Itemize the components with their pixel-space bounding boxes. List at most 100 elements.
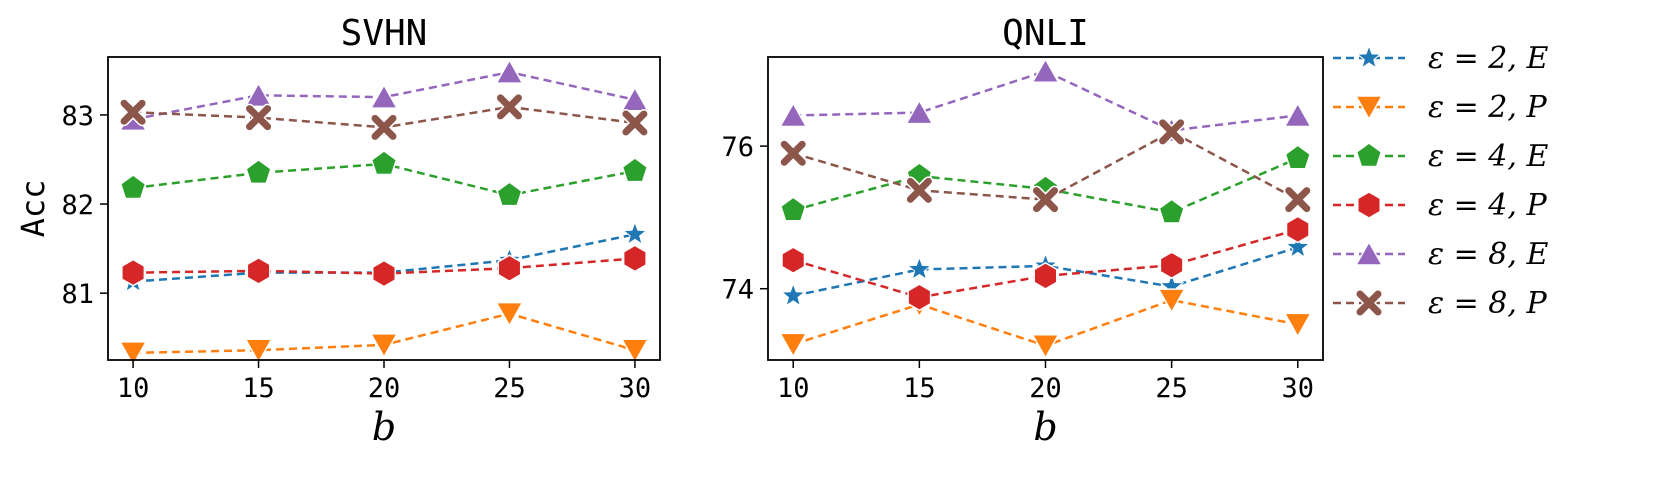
series-qnli-4	[778, 57, 1313, 143]
chart-title-qnli: QNLI	[1002, 13, 1089, 54]
series-svhn-1	[118, 301, 650, 367]
point-qnli-4-2	[1031, 57, 1060, 84]
y-axis-label-svhn: Acc	[14, 180, 52, 238]
series-svhn-5	[119, 92, 649, 142]
chart-title-svhn: SVHN	[341, 13, 428, 54]
point-svhn-5-0	[119, 98, 148, 127]
point-svhn-2-1	[245, 158, 272, 185]
point-qnli-0-1	[906, 256, 933, 281]
point-qnli-3-4	[1285, 215, 1310, 244]
legend-label-3: ε = 4, P	[1428, 188, 1547, 223]
point-qnli-5-1	[905, 176, 934, 205]
y-tick-label-qnli-0: 74	[721, 275, 754, 306]
point-qnli-4-4	[1283, 101, 1313, 128]
series-qnli-1	[778, 288, 1313, 360]
point-qnli-2-4	[1284, 144, 1312, 170]
y-tick-label-svhn-0: 81	[61, 279, 94, 310]
chart-qnli: QNLI 10 15 20 25 30 74 76 b	[721, 13, 1324, 449]
series-line-qnli-4	[793, 69, 1298, 132]
point-svhn-2-4	[621, 157, 649, 183]
x-axis-label-svhn: b	[372, 405, 396, 449]
point-svhn-1-0	[118, 341, 148, 367]
legend-marker-5	[1355, 289, 1383, 317]
point-qnli-5-3	[1157, 117, 1186, 146]
series-qnli-5	[779, 117, 1312, 214]
legend: ε = 2, E ε = 2, P ε = 4, E ε = 4, P ε = 8, E…	[1333, 41, 1548, 321]
point-qnli-1-2	[1031, 333, 1060, 360]
point-svhn-4-3	[495, 58, 524, 84]
y-tick-label-svhn-2: 83	[61, 101, 94, 132]
point-qnli-5-0	[779, 139, 808, 168]
series-svhn-3	[121, 244, 647, 288]
axes-frame-qnli	[767, 56, 1324, 361]
legend-marker-3	[1356, 191, 1382, 219]
point-svhn-5-3	[495, 92, 524, 121]
series-svhn-2	[119, 150, 649, 207]
point-qnli-5-4	[1283, 185, 1312, 214]
legend-entry-2: ε = 4, E	[1333, 139, 1548, 174]
series-svhn-4	[118, 58, 650, 132]
point-svhn-3-0	[121, 258, 146, 287]
y-tick-label-svhn-1: 82	[61, 190, 94, 221]
point-svhn-1-4	[620, 338, 650, 364]
point-svhn-3-3	[497, 254, 522, 283]
point-svhn-4-2	[369, 83, 399, 109]
point-svhn-2-0	[119, 174, 147, 200]
point-qnli-3-0	[781, 246, 806, 275]
legend-entry-3: ε = 4, P	[1333, 188, 1547, 223]
legend-entry-5: ε = 8, P	[1333, 286, 1547, 321]
legend-marker-0	[1356, 44, 1382, 69]
x-tick-label-svhn-4: 30	[619, 373, 652, 404]
point-svhn-1-1	[244, 338, 273, 364]
legend-entry-1: ε = 2, P	[1333, 90, 1547, 125]
point-svhn-2-3	[496, 181, 523, 207]
x-tick-label-qnli-0: 10	[777, 373, 810, 404]
legend-marker-4	[1354, 240, 1384, 266]
point-svhn-2-2	[370, 150, 398, 176]
point-svhn-1-3	[495, 301, 524, 328]
point-qnli-1-0	[778, 332, 808, 358]
x-tick-label-qnli-1: 15	[903, 373, 936, 404]
x-tick-label-svhn-1: 15	[242, 373, 275, 404]
series-qnli-2	[779, 144, 1312, 224]
x-tick-label-svhn-2: 20	[368, 373, 401, 404]
point-svhn-3-4	[622, 244, 647, 273]
legend-marker-2	[1355, 142, 1383, 168]
series-line-qnli-5	[792, 130, 1299, 201]
series-qnli-3	[781, 215, 1310, 312]
point-qnli-4-0	[778, 101, 808, 128]
series-line-qnli-2	[792, 157, 1299, 214]
point-svhn-3-2	[371, 259, 397, 288]
x-tick-label-svhn-0: 10	[117, 373, 150, 404]
point-qnli-0-0	[780, 282, 807, 307]
x-tick-label-qnli-2: 20	[1029, 373, 1062, 404]
point-svhn-0-4	[622, 220, 648, 246]
series-line-qnli-3	[792, 228, 1299, 299]
legend-marker-1	[1354, 95, 1384, 121]
point-svhn-1-2	[369, 333, 399, 359]
point-svhn-5-4	[620, 108, 649, 137]
point-qnli-4-1	[905, 99, 934, 125]
point-qnli-2-0	[779, 196, 807, 222]
chart-svhn: SVHN 10 15 20 25 30 81 82 83 b Acc	[14, 13, 661, 449]
point-qnli-3-2	[1033, 262, 1058, 290]
x-axis-label-qnli: b	[1033, 405, 1057, 449]
x-tick-label-svhn-3: 25	[493, 373, 526, 404]
legend-label-4: ε = 8, E	[1428, 237, 1548, 272]
x-tick-label-qnli-3: 25	[1155, 373, 1188, 404]
series-line-qnli-0	[792, 246, 1299, 298]
point-svhn-4-1	[244, 81, 273, 108]
point-qnli-0-4	[1284, 233, 1311, 259]
x-tick-label-qnli-4: 30	[1282, 373, 1315, 404]
legend-label-0: ε = 2, E	[1428, 41, 1548, 76]
point-svhn-4-4	[620, 86, 650, 112]
point-svhn-5-1	[244, 103, 273, 132]
point-qnli-1-4	[1283, 312, 1313, 338]
series-qnli-0	[780, 233, 1311, 307]
point-qnli-3-3	[1159, 251, 1184, 280]
point-qnli-3-1	[907, 283, 932, 312]
legend-label-5: ε = 8, P	[1428, 286, 1547, 321]
legend-entry-0: ε = 2, E	[1333, 41, 1548, 76]
legend-label-1: ε = 2, P	[1428, 90, 1547, 125]
